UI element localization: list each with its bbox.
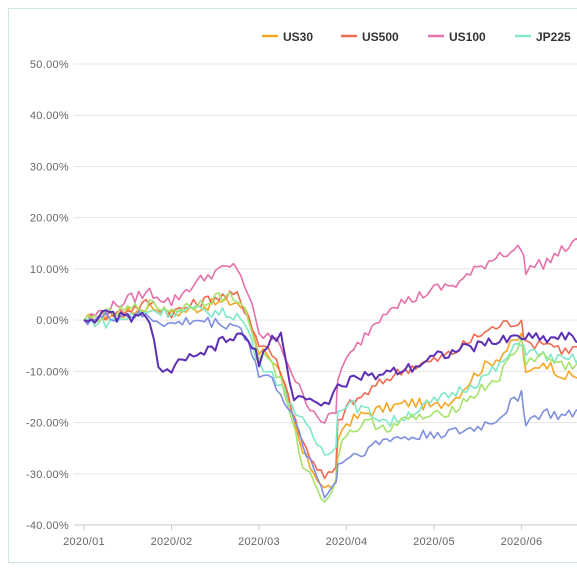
series-line-us100: [83, 237, 577, 424]
series-line-us500: [83, 290, 577, 480]
y-tick-label: 10.00%: [30, 264, 69, 276]
legend-label: US100: [449, 30, 486, 44]
y-tick-label: 20.00%: [30, 213, 69, 225]
y-tick-label: 50.00%: [30, 59, 69, 71]
x-tick-label: 2020/04: [326, 536, 368, 548]
y-tick-label: -10.00%: [26, 366, 69, 378]
series-line-jp225: [83, 304, 577, 456]
series-line-cn50: [83, 309, 577, 407]
series-line-uk100: [83, 310, 577, 499]
chart-panel: [8, 8, 577, 563]
legend-label: US500: [362, 30, 399, 44]
legend-label: JP225: [536, 30, 571, 44]
x-tick-label: 2020/02: [151, 536, 193, 548]
legend: US30US500US100JP225DE30UK100CN50: [262, 30, 571, 44]
y-tick-label: -30.00%: [26, 469, 69, 481]
x-tick-label: 2020/05: [413, 536, 455, 548]
x-tick-label: 2020/03: [238, 536, 280, 548]
y-axis-tick-labels: 50.00% 40.00% 30.00% 20.00% 10.00% 0.00% -10.0…: [26, 59, 69, 532]
x-tick-label: 2020/01: [63, 536, 105, 548]
y-tick-label: -20.00%: [26, 418, 69, 430]
x-axis-tick-labels: 2020/01 2020/02 2020/03 2020/04 2020/05 2020/…: [63, 536, 543, 548]
y-tick-label: -40.00%: [26, 520, 69, 532]
plot-area: [83, 237, 577, 503]
series-line-de30: [83, 291, 577, 503]
series-line-us30: [83, 297, 577, 490]
x-axis: [74, 524, 577, 530]
legend-label: US30: [283, 30, 313, 44]
y-tick-label: 30.00%: [30, 161, 69, 173]
x-tick-label: 2020/06: [501, 536, 543, 548]
y-tick-label: 0.00%: [36, 315, 69, 327]
y-tick-label: 40.00%: [30, 110, 69, 122]
grid-lines: [74, 63, 577, 526]
